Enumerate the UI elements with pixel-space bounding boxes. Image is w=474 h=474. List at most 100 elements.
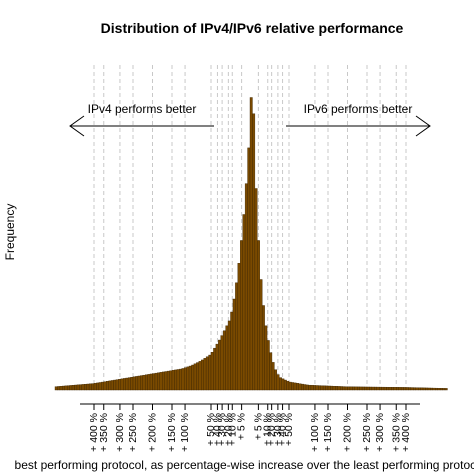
ipv4-label: IPv4 performs better	[88, 102, 197, 116]
histogram-bar-8	[74, 384, 78, 391]
histogram-bar-45	[164, 371, 168, 391]
chart-title: Distribution of IPv4/IPv6 relative perfo…	[101, 20, 404, 36]
histogram-bar-54	[186, 366, 190, 391]
histogram-bars	[54, 97, 448, 391]
histogram-bar-56	[191, 364, 195, 391]
histogram-bar-53	[183, 367, 187, 391]
histogram-bar-103	[305, 384, 309, 391]
histogram-bar-127	[364, 386, 368, 391]
histogram-bar-160	[444, 388, 448, 391]
x-tick-label-8: + 40 %	[211, 413, 223, 446]
histogram-bar-67	[218, 339, 221, 391]
x-tick-label-20: + 150 %	[322, 413, 334, 452]
histogram-bar-62	[205, 356, 209, 391]
histogram-bar-25	[115, 379, 119, 391]
histogram-bar-102	[303, 384, 307, 391]
histogram-bar-52	[181, 368, 185, 391]
histogram-bar-41	[154, 372, 158, 391]
x-tick-label-10: + 20 %	[222, 413, 234, 446]
x-tick-label-5: + 150 %	[166, 413, 178, 452]
histogram-bar-112	[327, 385, 331, 391]
histogram-bar-6	[69, 385, 73, 391]
histogram-bar-109	[320, 385, 324, 391]
histogram-bar-108	[318, 385, 321, 391]
histogram-bar-72	[230, 311, 234, 391]
x-tick-label-15: + 20 %	[266, 413, 278, 446]
histogram-bar-91	[276, 374, 280, 391]
histogram-bar-78	[244, 183, 248, 391]
histogram-bar-49	[174, 369, 178, 391]
histogram-bar-73	[232, 298, 236, 391]
histogram-bar-144	[405, 387, 409, 391]
x-tick-label-1: + 350 %	[98, 413, 110, 452]
histogram-bar-60	[201, 359, 204, 391]
histogram-bar-124	[357, 386, 360, 391]
histogram-bar-23	[110, 380, 114, 391]
histogram-bar-34	[137, 375, 141, 391]
histogram-bar-135	[383, 386, 387, 391]
histogram-bar-14	[88, 383, 92, 391]
histogram-bar-9	[76, 384, 80, 391]
histogram-bar-3	[62, 385, 65, 391]
histogram-bar-33	[135, 376, 139, 391]
histogram-bar-20	[103, 381, 107, 391]
histogram-bar-2	[59, 386, 63, 391]
histogram-bar-11	[81, 384, 85, 391]
x-tick-label-24: + 350 %	[390, 413, 402, 452]
histogram-bar-84	[259, 279, 263, 391]
histogram-bar-93	[281, 378, 285, 391]
histogram-bar-97	[291, 382, 295, 391]
histogram-bar-148	[415, 387, 419, 391]
histogram-bar-119	[344, 386, 348, 391]
histogram-bar-92	[279, 377, 282, 391]
ipv6-label: IPv6 performs better	[304, 102, 413, 116]
histogram-bar-1	[57, 386, 61, 391]
histogram-bar-113	[330, 385, 334, 391]
x-tick-label-21: + 200 %	[342, 413, 354, 452]
histogram-bar-38	[147, 374, 151, 391]
histogram-bar-57	[193, 363, 197, 391]
histogram-bar-143	[403, 387, 407, 391]
ipv6-annotation: IPv6 performs better	[286, 102, 431, 137]
histogram-bar-44	[162, 371, 165, 391]
histogram-bar-15	[91, 383, 95, 391]
histogram-bar-22	[108, 380, 112, 391]
histogram-bar-115	[335, 386, 338, 391]
histogram-bar-89	[271, 362, 275, 391]
y-axis-label: Frequency	[3, 204, 17, 261]
histogram-bar-30	[127, 377, 131, 391]
histogram-bar-149	[417, 387, 421, 391]
histogram-bar-131	[374, 386, 377, 391]
histogram-bar-4	[64, 385, 68, 391]
histogram-bar-75	[237, 263, 241, 391]
histogram-bar-69	[222, 330, 226, 391]
x-tick-label-19: + 100 %	[309, 413, 321, 452]
histogram-bar-96	[288, 381, 292, 391]
histogram-bar-65	[213, 347, 217, 391]
histogram-bar-13	[86, 383, 90, 391]
x-axis-label: best performing protocol, as percentage-…	[15, 458, 474, 472]
histogram-bar-29	[125, 377, 129, 391]
histogram-bar-51	[179, 368, 182, 391]
histogram-bar-156	[435, 387, 438, 391]
x-tick-label-25: + 400 %	[400, 413, 412, 452]
histogram-bar-28	[123, 378, 126, 391]
histogram-bar-19	[101, 381, 104, 391]
x-tick-label-14: + 10 %	[262, 413, 274, 446]
histogram-bar-64	[210, 352, 214, 391]
histogram-bar-5	[66, 385, 70, 391]
histogram-bar-123	[354, 386, 358, 391]
histogram-bar-147	[413, 387, 416, 391]
histogram-bar-98	[293, 382, 297, 391]
histogram-bar-157	[437, 388, 441, 391]
histogram-bar-139	[393, 387, 397, 391]
histogram-bar-43	[159, 372, 163, 391]
histogram-bar-59	[198, 361, 202, 391]
histogram-bar-39	[149, 373, 153, 391]
histogram-bar-111	[325, 385, 329, 391]
histogram-bar-146	[410, 387, 414, 391]
histogram-bar-40	[152, 373, 156, 391]
histogram-bar-16	[93, 383, 97, 391]
histogram-bar-110	[322, 385, 326, 391]
histogram-bar-83	[257, 240, 260, 391]
